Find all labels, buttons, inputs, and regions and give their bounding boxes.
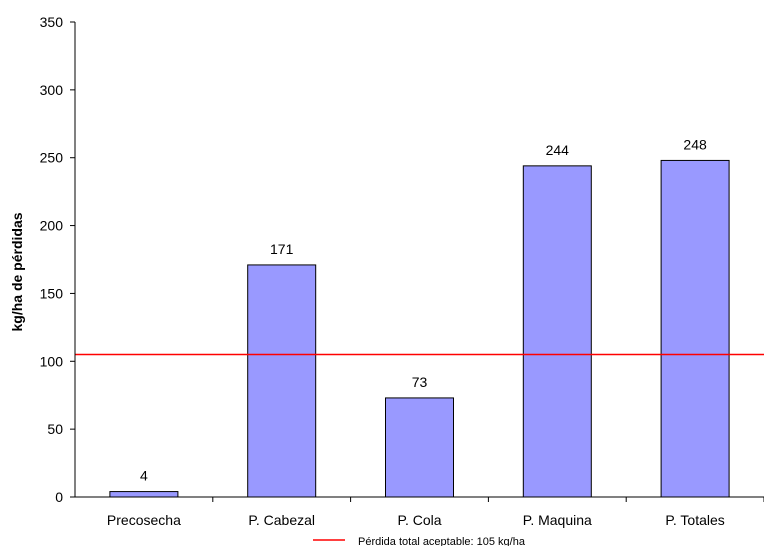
y-tick-label: 150 — [40, 285, 64, 301]
data-labels: 4 171 73 244 248 — [140, 136, 707, 483]
y-tick-label: 350 — [40, 14, 64, 30]
data-label: 244 — [546, 142, 570, 158]
y-axis-ticks: 0 50 100 150 200 250 300 350 — [40, 14, 764, 505]
legend: Pérdida total aceptable: 105 kg/ha — [313, 536, 526, 546]
category-label: Precosecha — [107, 512, 181, 528]
y-tick-label: 250 — [40, 150, 64, 166]
bar — [660, 159, 730, 498]
bar — [522, 165, 592, 498]
bar — [247, 264, 317, 498]
data-label: 73 — [412, 374, 428, 390]
category-label: P. Totales — [665, 512, 724, 528]
bars — [109, 159, 730, 498]
y-tick-label: 100 — [40, 353, 64, 369]
y-tick-label: 300 — [40, 82, 64, 98]
y-tick-label: 50 — [47, 421, 63, 437]
legend-label: Pérdida total aceptable: 105 kg/ha — [358, 536, 526, 546]
data-label: 4 — [140, 468, 148, 484]
y-tick-label: 200 — [40, 218, 64, 234]
data-label: 248 — [683, 136, 707, 152]
y-axis-title: kg/ha de pérdidas — [9, 212, 25, 331]
category-label: P. Cabezal — [248, 512, 315, 528]
category-label: P. Maquina — [523, 512, 592, 528]
bar — [385, 397, 454, 498]
bar — [109, 491, 179, 498]
data-label: 171 — [270, 241, 294, 257]
x-axis-categories: Precosecha P. Cabezal P. Cola P. Maquina P. … — [107, 512, 725, 528]
y-tick-label: 0 — [55, 489, 63, 505]
category-label: P. Cola — [397, 512, 441, 528]
